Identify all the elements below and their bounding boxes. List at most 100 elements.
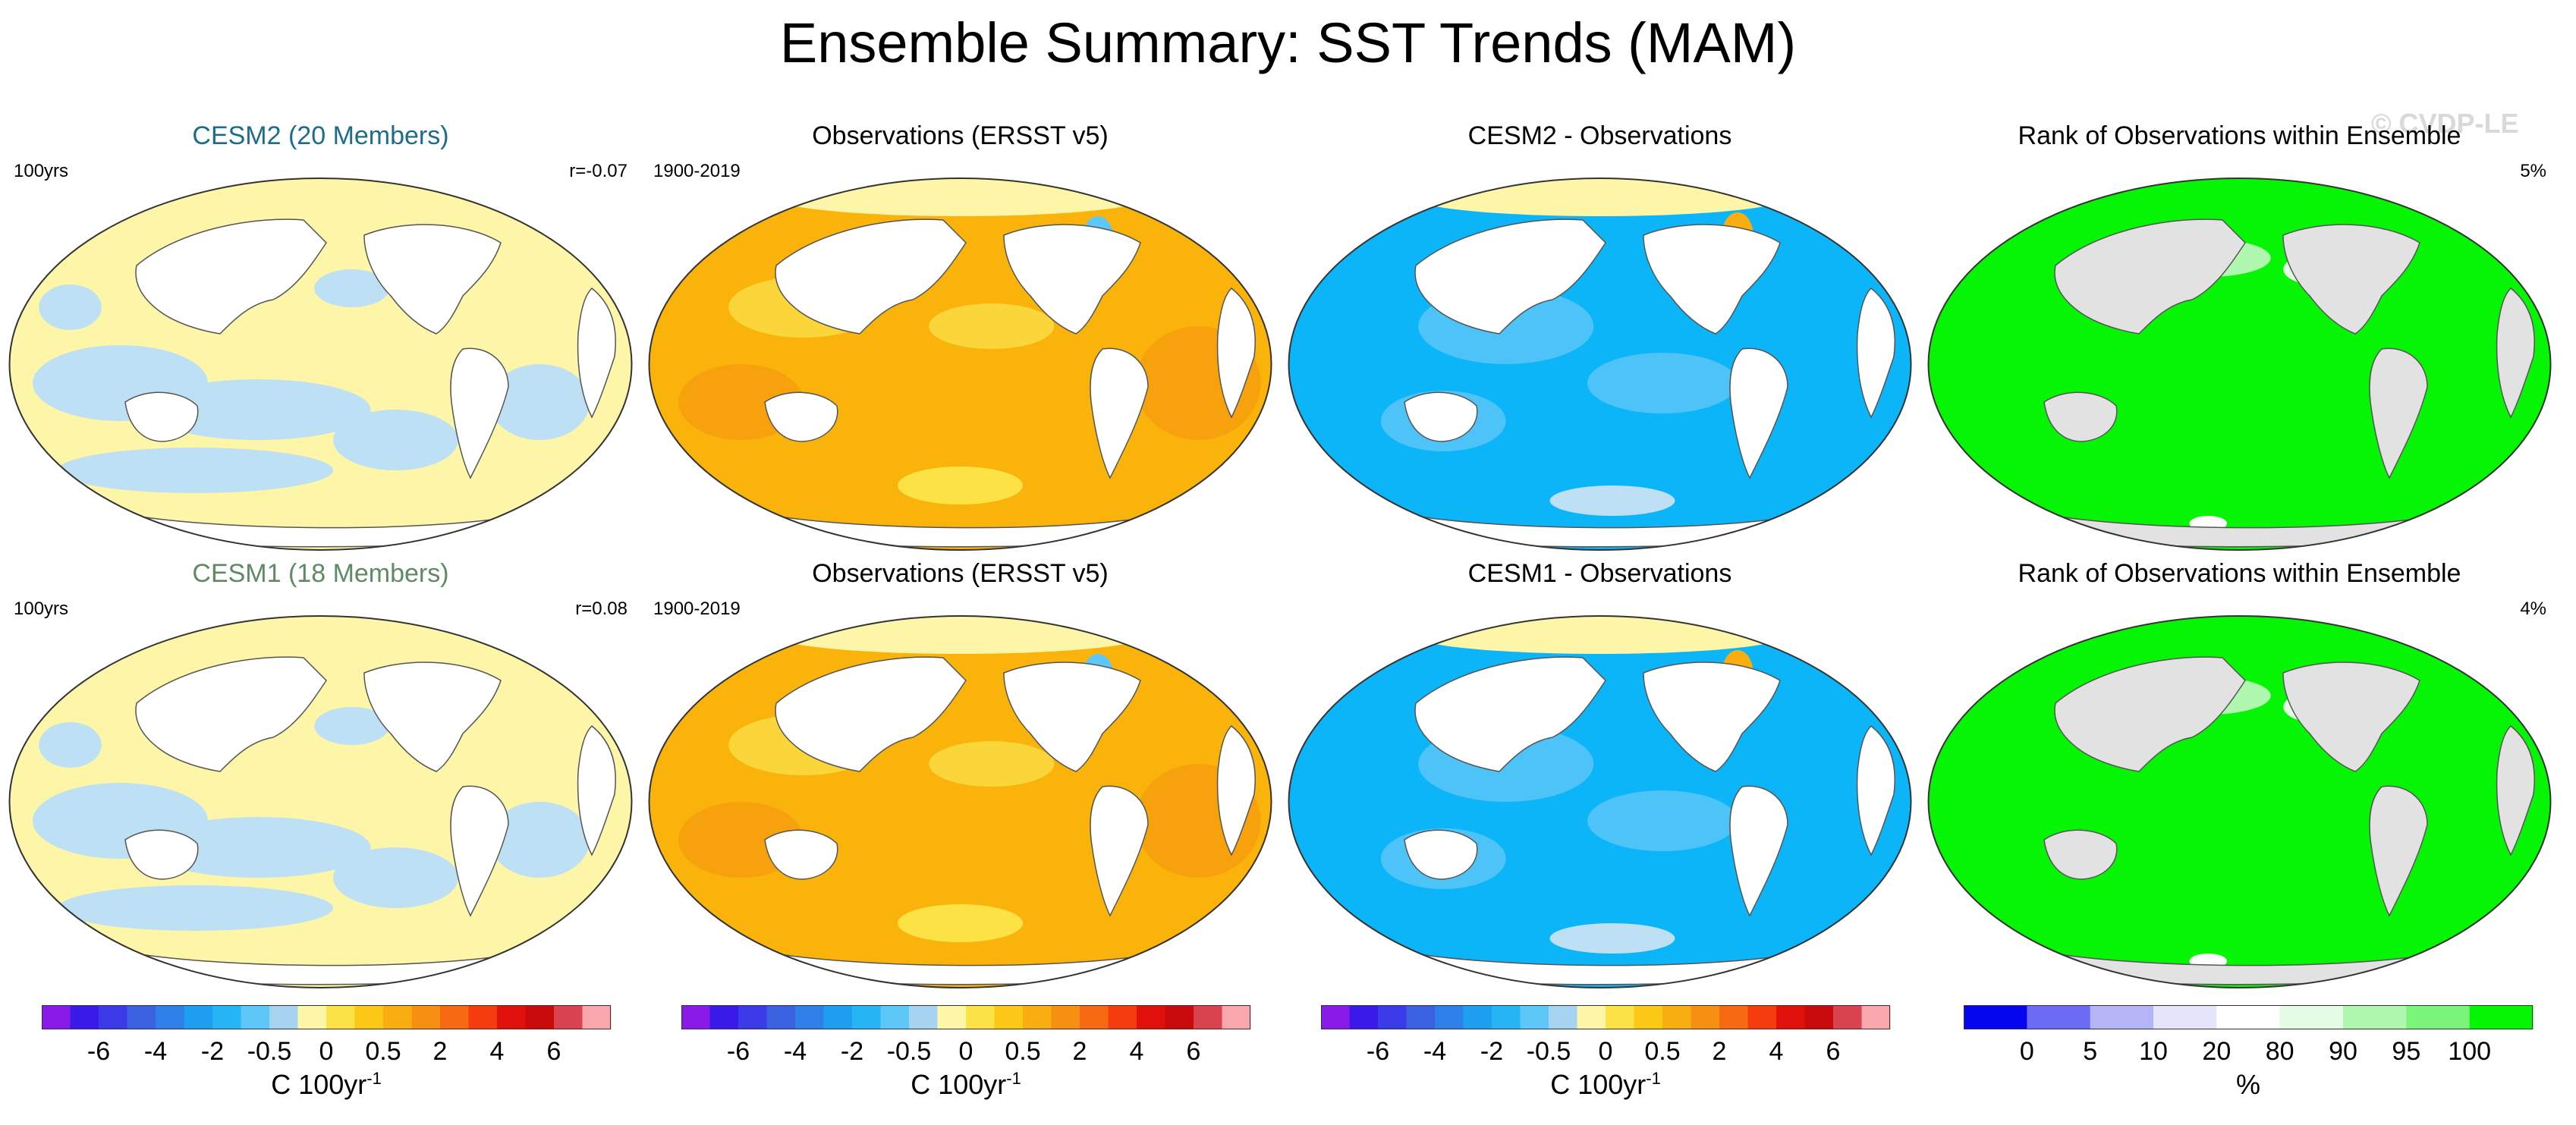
colorbar-tick-label: 4 xyxy=(490,1037,505,1066)
colorbar-units-text: C 100yr xyxy=(1550,1069,1647,1100)
robinson-map xyxy=(1927,178,2552,551)
colorbar-swatch xyxy=(738,1005,767,1029)
field-anomaly xyxy=(58,448,333,493)
colorbar-swatch xyxy=(994,1005,1024,1029)
panel-title: Rank of Observations within Ensemble xyxy=(2018,559,2461,588)
robinson-map xyxy=(1288,178,1912,551)
colorbar-tick-label: 4 xyxy=(1130,1037,1144,1066)
colorbar-swatch xyxy=(1194,1005,1222,1029)
landmass xyxy=(764,391,838,442)
panel-title: CESM2 (20 Members) xyxy=(192,121,449,150)
colorbar-tick-label: -0.5 xyxy=(887,1037,932,1066)
colorbar-swatch xyxy=(497,1005,526,1029)
landmass xyxy=(2496,287,2535,419)
colorbar-swatch xyxy=(440,1005,469,1029)
field-anomaly xyxy=(39,722,102,768)
landmass xyxy=(124,391,199,442)
field-anomaly xyxy=(333,847,458,908)
map-panel-1: CESM2 (20 Members) 100yrs r=-0.07 xyxy=(0,114,641,554)
colorbar-units-text: C 100yr xyxy=(911,1069,1007,1100)
colorbar-tick-label: -0.5 xyxy=(247,1037,292,1066)
colorbar-4: 0 5 10 20 80 90 95 100% xyxy=(1964,1005,2571,1104)
field-anomaly xyxy=(314,269,390,307)
colorbar-units: C 100yr-1 xyxy=(42,1069,611,1101)
colorbar-units-exponent: -1 xyxy=(1006,1069,1021,1088)
colorbar-tick-label: 0 xyxy=(2020,1037,2034,1066)
field-anomaly xyxy=(1587,790,1738,851)
map-outline xyxy=(1927,178,2552,551)
colorbar-swatch xyxy=(1406,1005,1436,1029)
colorbar-swatch xyxy=(966,1005,995,1029)
landmass xyxy=(775,656,967,772)
colorbar-tick-label: 90 xyxy=(2329,1037,2357,1066)
colorbar-swatch xyxy=(852,1005,881,1029)
colorbar-swatch xyxy=(1023,1005,1052,1029)
landmass xyxy=(1729,785,1788,917)
robinson-map xyxy=(1927,615,2552,988)
watermark: © CVDP-LE xyxy=(2371,108,2519,139)
colorbar-tick-label: 4 xyxy=(1769,1037,1784,1066)
field-anomaly xyxy=(1587,353,1738,413)
colorbar-units: % xyxy=(1964,1069,2533,1101)
colorbar-swatch xyxy=(1549,1005,1577,1029)
landmass xyxy=(2054,218,2246,335)
colorbar-swatch xyxy=(212,1005,241,1029)
figure-title: Ensemble Summary: SST Trends (MAM) xyxy=(779,11,1797,74)
colorbar-swatch xyxy=(795,1005,824,1029)
colorbar-swatch xyxy=(127,1005,156,1029)
panel-title: Observations (ERSST v5) xyxy=(812,121,1109,150)
colorbar-tick-label: -0.5 xyxy=(1527,1037,1571,1066)
landmass xyxy=(124,829,199,880)
colorbar-scale: -6 -4 -2 -0.5 0 0.5 2 4 6 xyxy=(681,1005,1251,1066)
map-outline xyxy=(648,178,1272,551)
landmass xyxy=(1003,224,1141,335)
colorbar-tick-label: -6 xyxy=(1367,1037,1389,1066)
landmass xyxy=(1856,724,1895,856)
colorbar-swatch xyxy=(354,1005,384,1029)
colorbar-swatch xyxy=(383,1005,412,1029)
landmass xyxy=(363,661,502,772)
colorbar-swatch xyxy=(1719,1005,1748,1029)
colorbar-swatch xyxy=(70,1005,99,1029)
map-outline xyxy=(1288,615,1912,988)
landmass xyxy=(1414,218,1606,335)
landmass xyxy=(1090,785,1149,917)
map-outline xyxy=(8,615,633,988)
colorbar-swatch xyxy=(1520,1005,1549,1029)
colorbar-swatch xyxy=(241,1005,270,1029)
colorbar-swatch xyxy=(909,1005,938,1029)
colorbar-tick-label: 95 xyxy=(2392,1037,2420,1066)
colorbar-tick-label: -2 xyxy=(1480,1037,1503,1066)
field-anomaly xyxy=(333,410,458,470)
field-anomaly xyxy=(58,885,333,931)
colorbar-swatch xyxy=(269,1005,298,1029)
colorbar-swatch xyxy=(1776,1005,1805,1029)
panel-title: CESM2 - Observations xyxy=(1467,121,1732,150)
colorbar-tick-label: 6 xyxy=(1826,1037,1841,1066)
colorbar-swatch xyxy=(1492,1005,1521,1029)
panel-right-note: r=0.08 xyxy=(575,599,627,619)
landmass xyxy=(1856,287,1895,419)
colorbar-swatch xyxy=(2153,1005,2217,1029)
colorbar-3: -6 -4 -2 -0.5 0 0.5 2 4 6 C 100yr-1 xyxy=(1321,1005,1928,1104)
map-panel-7: CESM1 - Observations xyxy=(1279,552,1920,991)
colorbar-swatch xyxy=(2027,1005,2091,1029)
landmass xyxy=(135,656,327,772)
colorbar-swatch xyxy=(1747,1005,1777,1029)
landmass xyxy=(1414,656,1606,772)
colorbar-swatch xyxy=(411,1005,441,1029)
colorbar-tick-label: 10 xyxy=(2139,1037,2168,1066)
field-anomaly xyxy=(1549,486,1675,516)
panel-left-note: 1900-2019 xyxy=(653,599,741,619)
field-anomaly xyxy=(772,616,1148,654)
colorbar-swatch xyxy=(766,1005,796,1029)
panel-title: Observations (ERSST v5) xyxy=(812,559,1109,588)
panel-right-note: r=-0.07 xyxy=(569,161,627,181)
colorbar-swatch xyxy=(1577,1005,1606,1029)
colorbar-tick-label: 6 xyxy=(547,1037,561,1066)
colorbar-swatch xyxy=(1165,1005,1194,1029)
landmass xyxy=(1003,661,1141,772)
colorbar-swatch xyxy=(1833,1005,1862,1029)
field-anomaly xyxy=(489,802,590,878)
colorbar-tick-label: 0 xyxy=(1599,1037,1613,1066)
